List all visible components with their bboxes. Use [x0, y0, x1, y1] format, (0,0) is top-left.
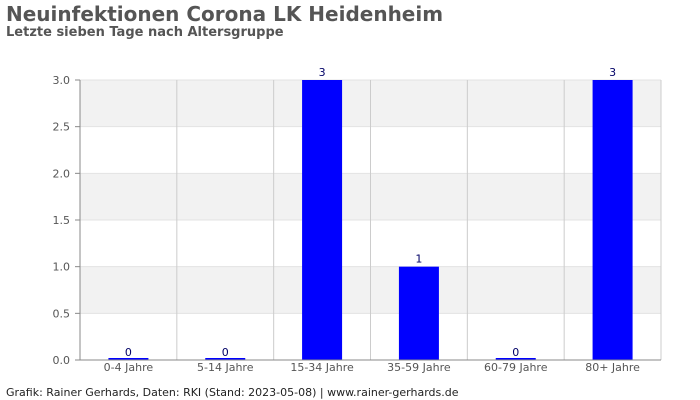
bar-60-79-jahre [495, 358, 536, 360]
x-tick-label: 80+ Jahre [585, 361, 640, 374]
y-tick-label: 2.0 [53, 167, 71, 180]
y-tick-label: 0.5 [53, 307, 71, 320]
data-label: 3 [319, 66, 326, 79]
data-label: 3 [609, 66, 616, 79]
bars [108, 80, 633, 360]
bar-80-jahre [592, 80, 633, 360]
bar-35-59-jahre [398, 266, 439, 360]
y-tick-label: 1.0 [53, 261, 71, 274]
bar-5-14-jahre [205, 358, 246, 360]
chart-subtitle: Letzte sieben Tage nach Altersgruppe [6, 25, 284, 40]
y-tick-label: 0.0 [53, 354, 71, 367]
x-tick-label: 15-34 Jahre [290, 361, 354, 374]
tick-labels: 0.0 0.5 1.0 1.5 2.0 2.5 3.0 0-4 Jahre 5-14 Jahre… [53, 74, 641, 374]
data-label: 0 [512, 346, 519, 359]
y-tick-label: 2.5 [53, 121, 71, 134]
bar-15-34-jahre [302, 80, 343, 360]
x-tick-label: 5-14 Jahre [197, 361, 254, 374]
data-labels: 0 0 3 1 0 3 [125, 66, 616, 359]
chart-title: Neuinfektionen Corona LK Heidenheim [6, 2, 444, 26]
data-label: 1 [415, 253, 422, 266]
data-label: 0 [222, 346, 229, 359]
x-tick-label: 35-59 Jahre [387, 361, 451, 374]
x-tick-label: 60-79 Jahre [484, 361, 548, 374]
bar-0-4-jahre [108, 358, 149, 360]
x-tick-label: 0-4 Jahre [104, 361, 154, 374]
data-label: 0 [125, 346, 132, 359]
y-tick-label: 1.5 [53, 214, 71, 227]
source-footer: Grafik: Rainer Gerhards, Daten: RKI (Sta… [6, 386, 459, 399]
y-tick-label: 3.0 [53, 74, 71, 87]
